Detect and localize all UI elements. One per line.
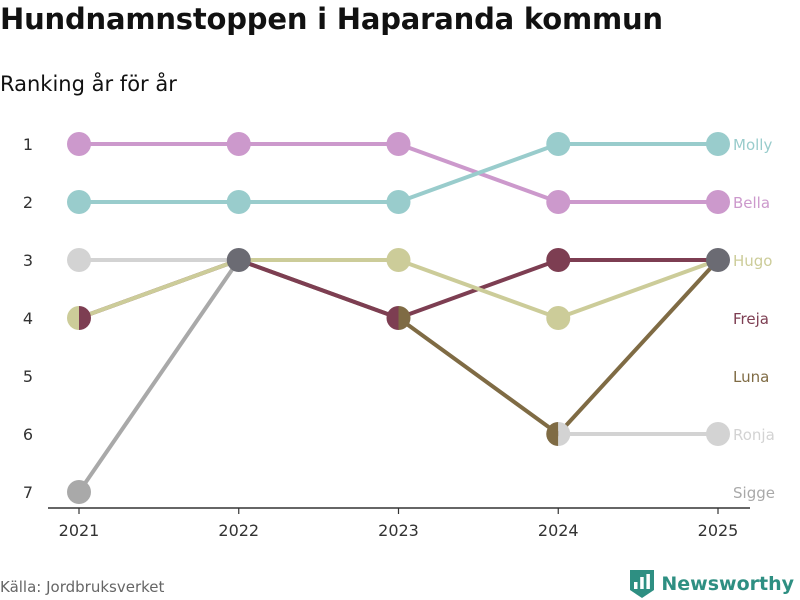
point-freja bbox=[386, 306, 399, 330]
chart-title: Hundnamnstoppen i Haparanda kommun bbox=[0, 2, 663, 36]
label-bella: Bella bbox=[733, 194, 770, 212]
point-molly bbox=[386, 190, 411, 214]
point-hugo bbox=[67, 306, 79, 330]
x-tick-label: 2024 bbox=[538, 521, 579, 540]
bump-chart: 2021 2022 2023 2024 2025 1 2 3 4 5 6 7 Molly Bella Hug… bbox=[23, 132, 775, 540]
brand-name: Newsworthy bbox=[661, 573, 794, 595]
label-luna: Luna bbox=[733, 368, 769, 386]
point-tie bbox=[226, 248, 251, 272]
y-tick-label: 3 bbox=[23, 251, 33, 270]
x-tick-label: 2025 bbox=[698, 521, 739, 540]
chart-subtitle: Ranking år för år bbox=[0, 72, 177, 96]
x-tick-label: 2021 bbox=[59, 521, 100, 540]
point-molly bbox=[226, 190, 251, 214]
point-freja bbox=[546, 248, 571, 272]
point-molly bbox=[546, 132, 571, 156]
point-hugo bbox=[386, 248, 411, 272]
label-sigge: Sigge bbox=[733, 484, 775, 502]
series-line-sigge bbox=[77, 258, 241, 494]
newsworthy-logo-icon bbox=[630, 570, 655, 598]
point-luna bbox=[546, 422, 559, 446]
y-tick-label: 6 bbox=[23, 425, 33, 444]
point-freja bbox=[79, 306, 91, 330]
point-molly bbox=[67, 190, 91, 214]
series-line-hugo bbox=[77, 258, 241, 320]
x-tick-label: 2022 bbox=[218, 521, 259, 540]
point-hugo bbox=[546, 306, 571, 330]
series-line-molly bbox=[396, 142, 561, 204]
brand-logo: Newsworthy bbox=[629, 568, 794, 600]
y-tick-label: 7 bbox=[23, 483, 33, 502]
point-ronja bbox=[67, 248, 91, 272]
y-tick-label: 2 bbox=[23, 193, 33, 212]
point-sigge bbox=[67, 480, 91, 504]
point-tie bbox=[706, 248, 730, 272]
point-ronja bbox=[558, 422, 571, 446]
point-ronja bbox=[706, 422, 730, 446]
label-hugo: Hugo bbox=[733, 252, 773, 270]
series-line-freja bbox=[236, 258, 401, 320]
series-line-hugo bbox=[556, 258, 720, 320]
label-molly: Molly bbox=[733, 136, 772, 154]
label-freja: Freja bbox=[733, 310, 769, 328]
point-luna bbox=[398, 306, 411, 330]
series-line-hugo bbox=[396, 258, 561, 320]
y-tick-label: 4 bbox=[23, 309, 33, 328]
series-line-luna bbox=[556, 258, 720, 436]
point-bella bbox=[226, 132, 251, 156]
series-line-luna bbox=[396, 316, 561, 436]
y-tick-label: 5 bbox=[23, 367, 33, 386]
point-molly bbox=[706, 132, 730, 156]
source-note: Källa: Jordbruksverket bbox=[0, 578, 165, 596]
y-tick-label: 1 bbox=[23, 135, 33, 154]
point-bella bbox=[706, 190, 730, 214]
point-bella bbox=[546, 190, 571, 214]
point-bella bbox=[386, 132, 411, 156]
label-ronja: Ronja bbox=[733, 426, 775, 444]
point-bella bbox=[67, 132, 91, 156]
x-tick-label: 2023 bbox=[378, 521, 419, 540]
